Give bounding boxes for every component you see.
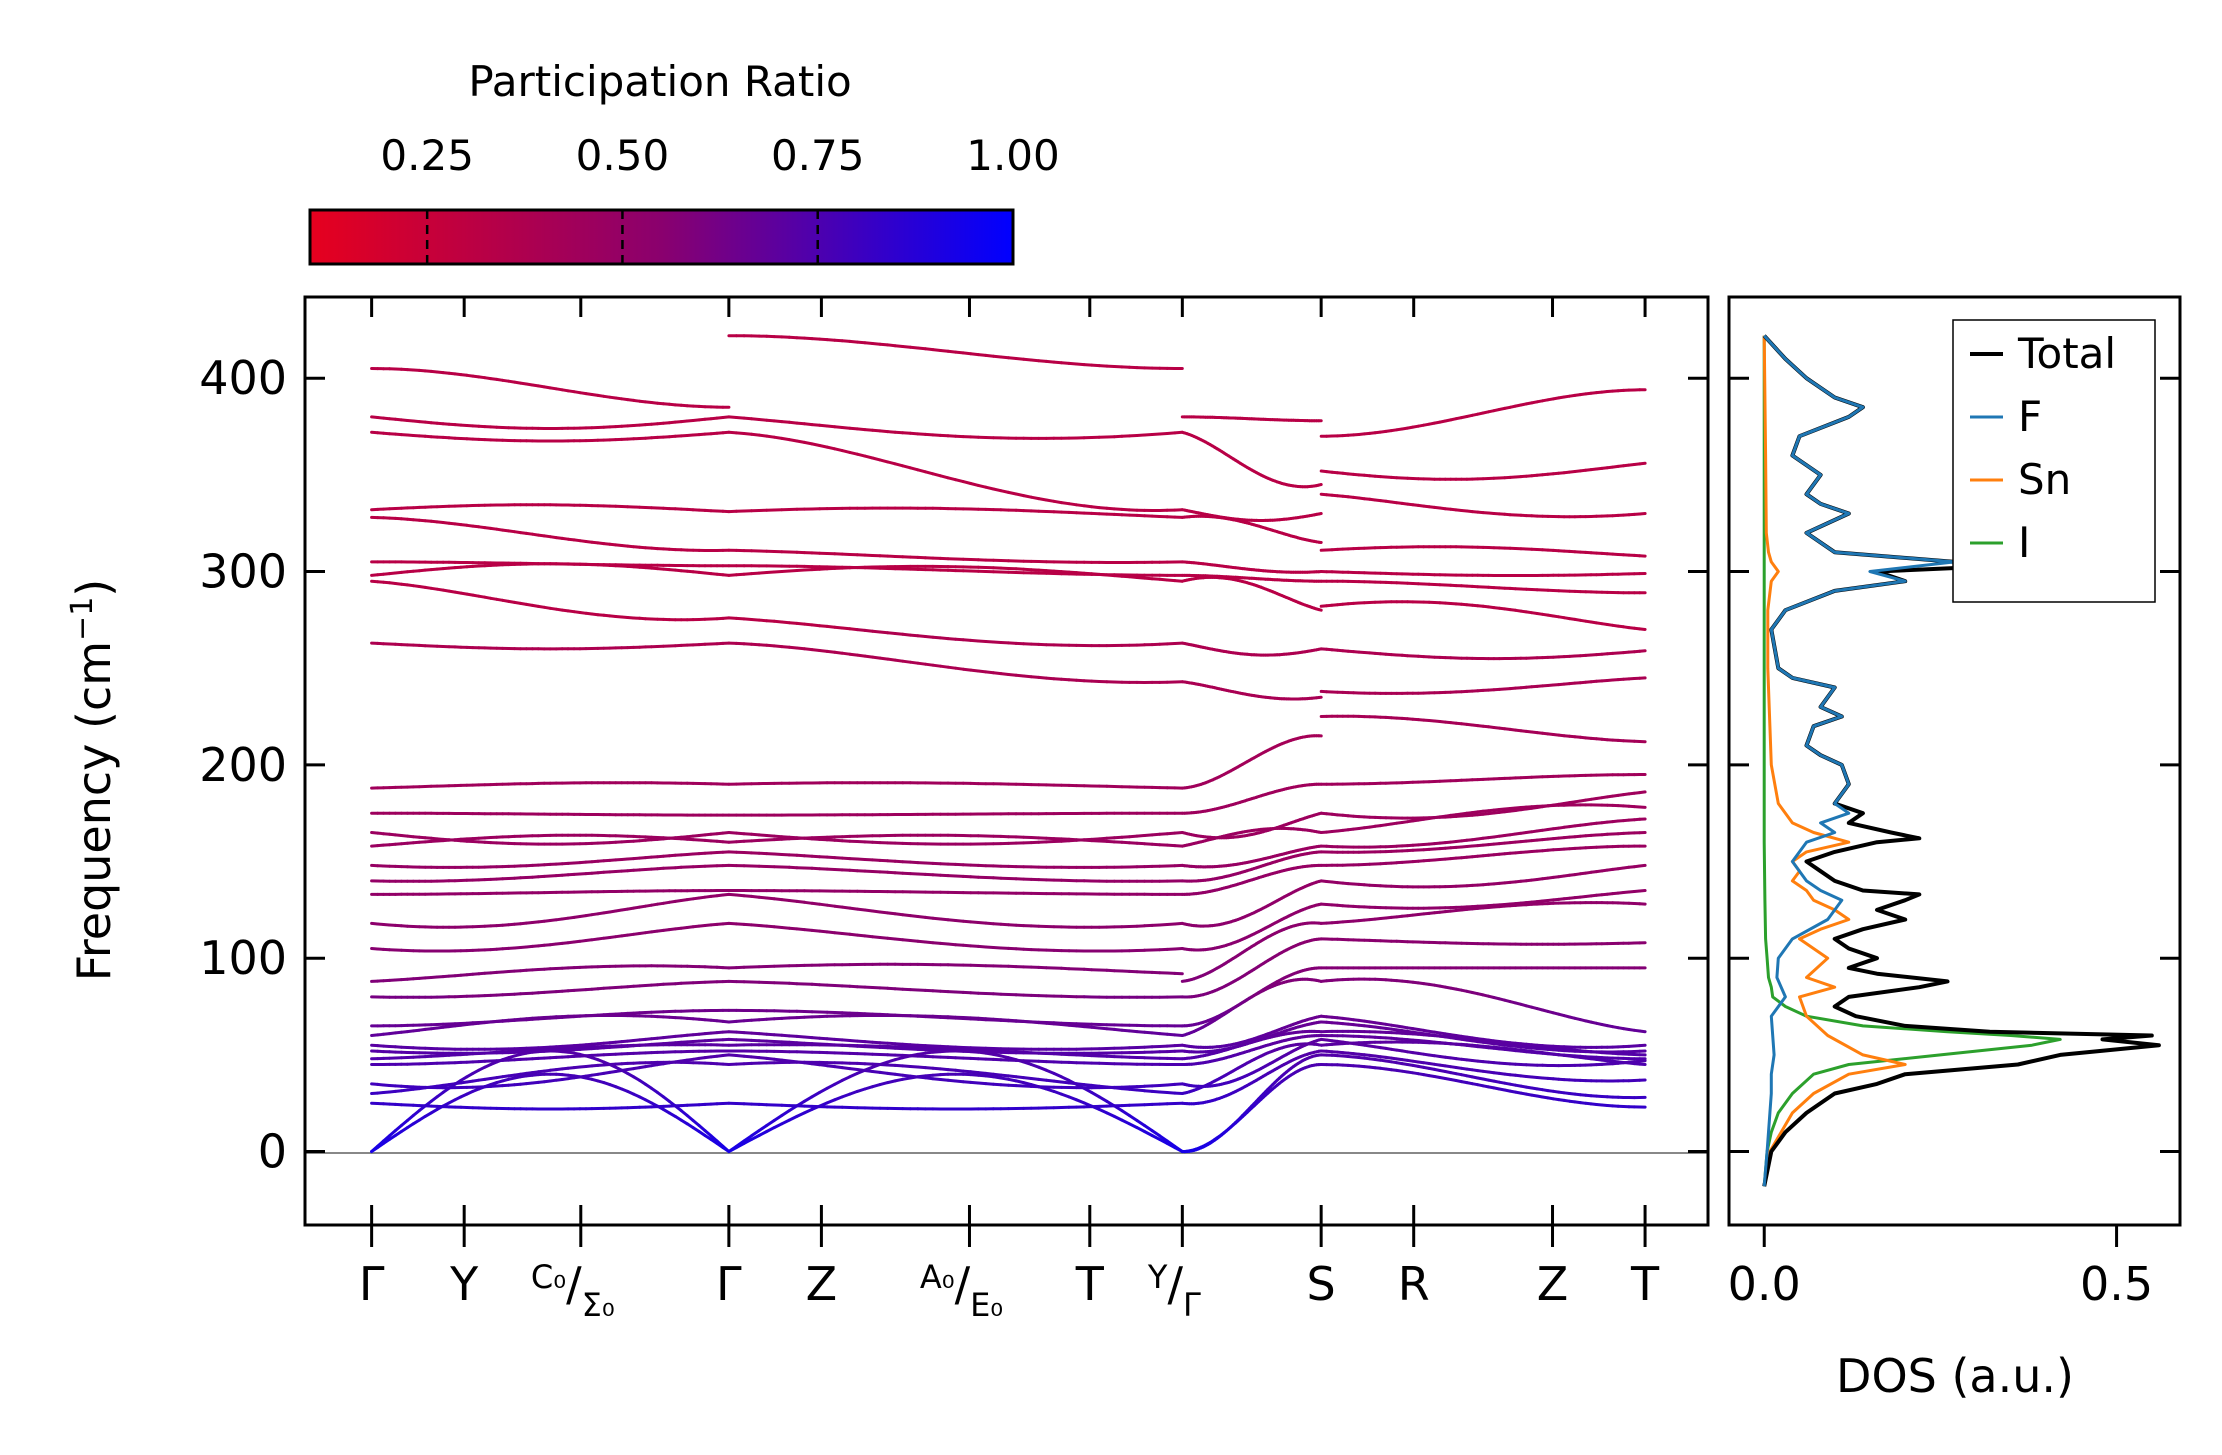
band-1-1: [1158, 1134, 1169, 1143]
colorbar-tick-label: 1.00: [966, 131, 1060, 180]
band-1-1: [765, 1119, 776, 1127]
band-1-1: [1173, 1144, 1184, 1153]
phonon-bands: [370, 334, 1647, 1154]
band-1-1: [1135, 1119, 1146, 1127]
colorbar-title: Participation Ratio: [468, 57, 851, 106]
colorbar-tick-label: 0.50: [576, 131, 670, 180]
colorbar-ticks: 0.25 0.50 0.75 1.00: [380, 131, 1060, 264]
band-1-1: [1143, 1124, 1154, 1133]
colorbar-tick-label: 0.75: [771, 131, 865, 180]
band-1-1: [742, 1134, 753, 1143]
band-1-1: [772, 1114, 784, 1122]
band-1-1: [1150, 1129, 1162, 1138]
colorbar-tick-label: 0.25: [380, 131, 474, 180]
colorbar: Participation Ratio 0.25 0.50 0.75 1.00: [308, 57, 1060, 266]
band-1-1: [734, 1139, 746, 1148]
band-1-1: [757, 1124, 769, 1133]
band-1-1: [1165, 1139, 1177, 1148]
band-1-1: [727, 1144, 738, 1153]
colorbar-gradient: [308, 208, 1015, 266]
band-1-1: [750, 1129, 761, 1138]
band-1-1: [1127, 1114, 1139, 1122]
